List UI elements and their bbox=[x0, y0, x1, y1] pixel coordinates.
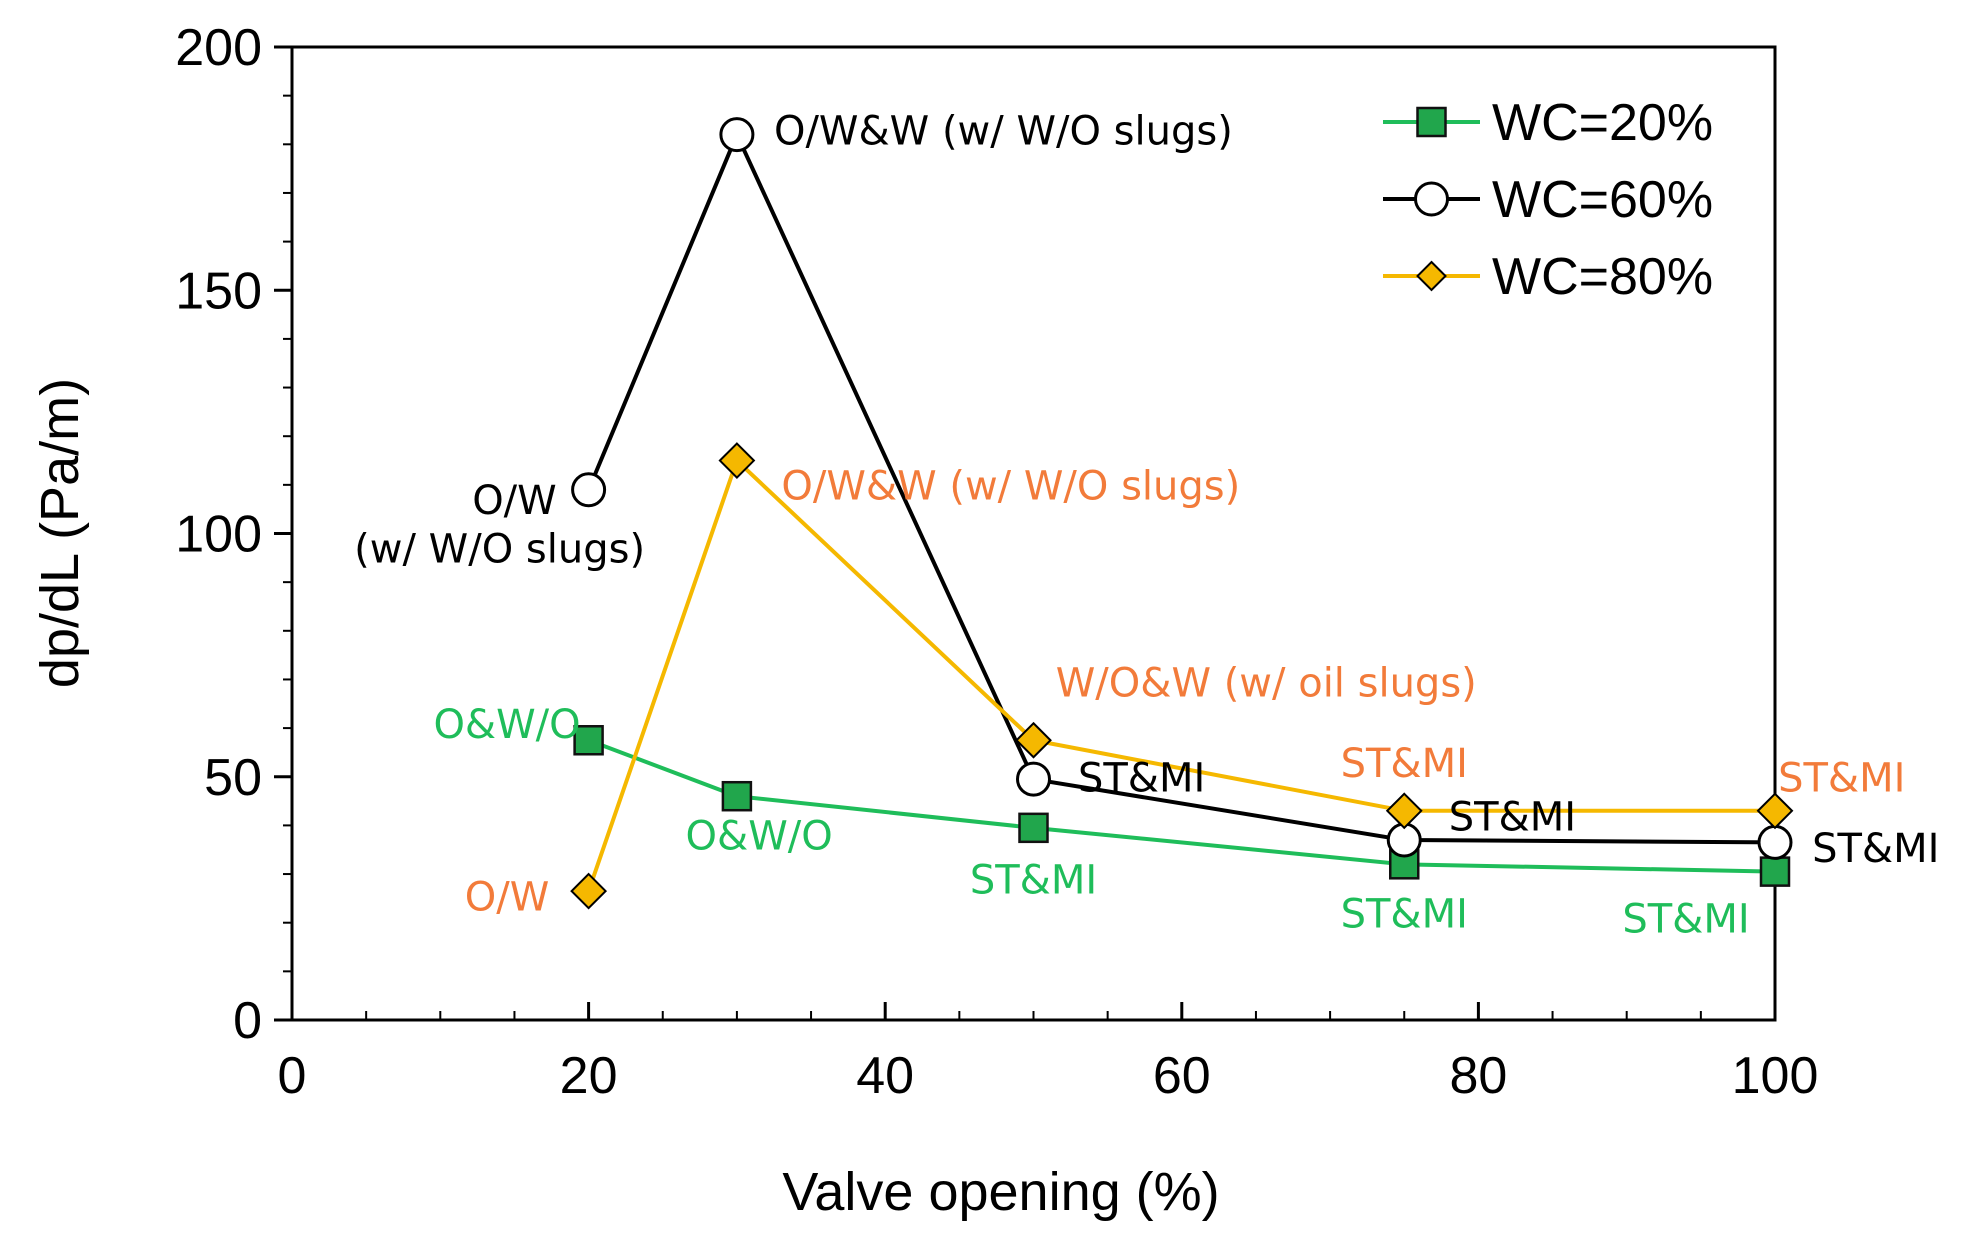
data-point-WC=60% bbox=[719, 117, 755, 153]
data-point-WC=60% bbox=[1016, 761, 1051, 797]
x-axis-title: Valve opening (%) bbox=[782, 1162, 1219, 1222]
x-tick-label: 0 bbox=[278, 1047, 307, 1105]
y-tick-label: 50 bbox=[204, 749, 262, 807]
annotation-label: (w/ W/O slugs) bbox=[354, 527, 645, 573]
legend-label: WC=20% bbox=[1492, 94, 1713, 152]
annotation-label: O/W bbox=[472, 478, 557, 524]
annotation-label: ST&MI bbox=[970, 858, 1097, 904]
axis-ticks bbox=[274, 45, 1777, 1022]
x-tick-label: 20 bbox=[560, 1047, 618, 1105]
legend-label: WC=60% bbox=[1492, 171, 1713, 229]
data-point-WC=60% bbox=[1757, 824, 1793, 860]
legend-marker bbox=[1414, 181, 1449, 217]
x-tick-label: 40 bbox=[856, 1047, 914, 1105]
legend: WC=20% WC=60% WC=80% bbox=[1383, 94, 1713, 306]
annotation-label: ST&MI bbox=[1341, 741, 1468, 787]
y-axis-title: dp/dL (Pa/m) bbox=[30, 378, 90, 688]
y-tick-label: 100 bbox=[175, 506, 262, 564]
data-point-WC=20% bbox=[721, 780, 753, 812]
annotation-label: O/W&W (w/ W/O slugs) bbox=[781, 463, 1240, 509]
annotation-label: ST&MI bbox=[1778, 755, 1905, 801]
y-tick-label: 200 bbox=[175, 19, 262, 77]
data-point-WC=80% bbox=[718, 442, 756, 479]
y-tick-label: 150 bbox=[175, 262, 262, 320]
annotation-label: O/W bbox=[465, 875, 550, 921]
annotation-label: O&W/O bbox=[686, 814, 833, 860]
data-point-WC=20% bbox=[573, 725, 604, 756]
annotation-label: ST&MI bbox=[1622, 896, 1749, 942]
annotation-label: ST&MI bbox=[1078, 755, 1205, 801]
annotation-label: ST&MI bbox=[1812, 826, 1939, 872]
data-point-WC=80% bbox=[1756, 792, 1794, 830]
data-point-WC=20% bbox=[1759, 856, 1791, 887]
axis-tick-labels: 0 20 40 60 80 100 0 50 100 150 200 bbox=[175, 19, 1818, 1105]
annotation-label: O&W/O bbox=[433, 702, 580, 748]
annotation-label: ST&MI bbox=[1341, 892, 1468, 938]
x-tick-label: 100 bbox=[1732, 1047, 1819, 1105]
annotation-label: W/O&W (w/ oil slugs) bbox=[1056, 660, 1477, 706]
y-tick-label: 0 bbox=[233, 992, 262, 1050]
annotation-label: O/W&W (w/ W/O slugs) bbox=[774, 108, 1233, 154]
legend-marker bbox=[1416, 106, 1447, 138]
series-markers bbox=[570, 117, 1794, 910]
data-point-WC=80% bbox=[1385, 792, 1423, 830]
x-tick-label: 60 bbox=[1153, 1047, 1211, 1105]
x-tick-label: 80 bbox=[1449, 1047, 1507, 1105]
legend-marker bbox=[1416, 260, 1447, 292]
data-point-WC=20% bbox=[1018, 812, 1049, 844]
data-point-WC=80% bbox=[570, 872, 608, 910]
annotation-label: ST&MI bbox=[1449, 794, 1576, 840]
data-point-WC=60% bbox=[571, 472, 607, 508]
legend-label: WC=80% bbox=[1492, 248, 1713, 306]
data-point-WC=80% bbox=[1015, 721, 1052, 759]
